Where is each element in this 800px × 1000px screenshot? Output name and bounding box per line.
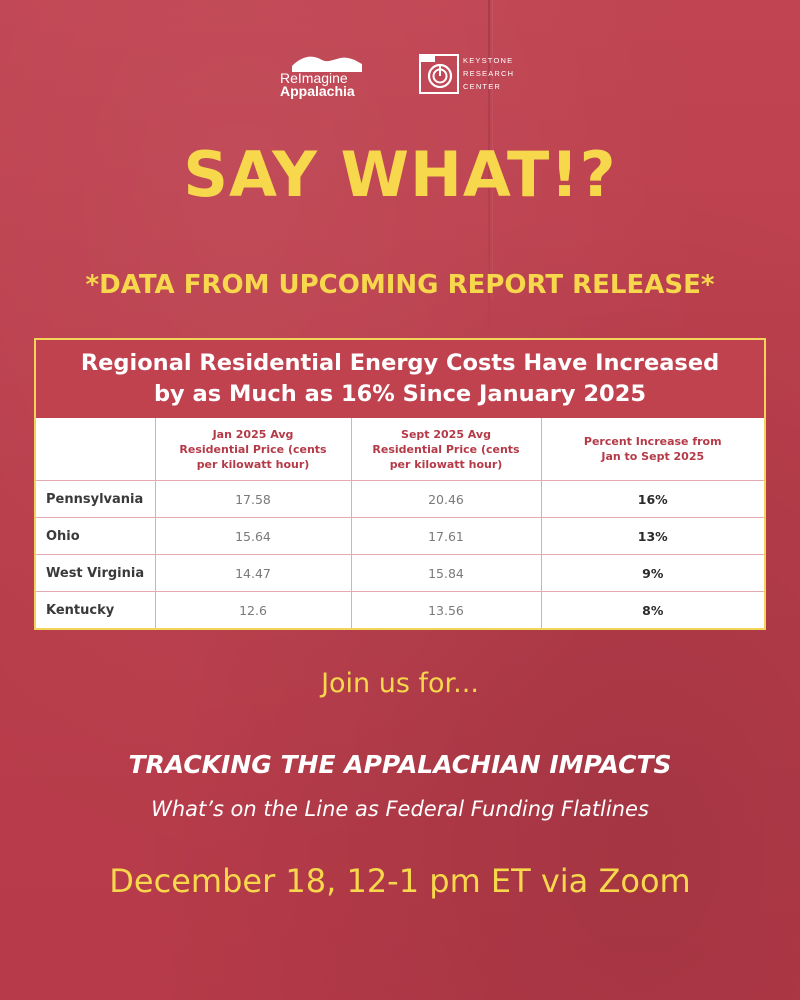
event-title: TRACKING THE APPALACHIAN IMPACTS [128, 750, 672, 779]
table-title: Regional Residential Energy Costs Have I… [36, 340, 764, 418]
keystone-logo-line1: KEYSTONE [463, 56, 514, 65]
energy-cost-table-card: Regional Residential Energy Costs Have I… [34, 338, 766, 630]
percent-increase-cell: 8% [540, 591, 764, 628]
table-header-row: Jan 2025 Avg Residential Price (cents pe… [36, 418, 764, 481]
state-cell: Pennsylvania [36, 480, 156, 518]
sept-price-cell: 20.46 [350, 480, 542, 518]
table-row: Pennsylvania 17.58 20.46 16% [36, 480, 764, 518]
jan-price-cell: 15.64 [154, 517, 352, 555]
sept-price-cell: 13.56 [350, 591, 542, 628]
header-state [36, 418, 156, 481]
state-cell: West Virginia [36, 554, 156, 592]
headline: SAY WHAT!? [183, 138, 617, 211]
paper-crease-highlight [492, 0, 493, 300]
event-subtitle: What’s on the Line as Federal Funding Fl… [151, 797, 649, 821]
join-us-text: Join us for... [321, 668, 479, 699]
header-sept-line1: Sept 2025 Avg [401, 427, 491, 441]
header-pct-line1: Percent Increase from [583, 435, 722, 448]
table-row: West Virginia 14.47 15.84 9% [36, 554, 764, 592]
jan-price-cell: 17.58 [154, 480, 352, 518]
keystone-mark-icon [419, 54, 459, 94]
percent-increase-cell: 9% [540, 554, 764, 592]
header-jan-line2: Residential Price (cents [179, 442, 327, 456]
keystone-logo-line3: CENTER [463, 82, 502, 91]
reimagine-appalachia-logo: ReImagine Appalachia [278, 52, 370, 100]
reimagine-logo-line1: ReImagine [280, 70, 348, 86]
sept-price-cell: 17.61 [350, 517, 542, 555]
table-title-line1: Regional Residential Energy Costs Have I… [80, 350, 720, 376]
jan-price-cell: 12.6 [154, 591, 352, 628]
header-pct: Percent Increase from Jan to Sept 2025 [540, 418, 764, 481]
jan-price-cell: 14.47 [154, 554, 352, 592]
header-jan-line1: Jan 2025 Avg [212, 427, 294, 441]
mountain-wave-icon [292, 56, 362, 72]
sept-price-cell: 15.84 [350, 554, 542, 592]
paper-crease [488, 0, 490, 330]
table-title-line2: by as Much as 16% Since January 2025 [153, 381, 647, 407]
reimagine-logo-line2: Appalachia [280, 83, 355, 99]
table-row: Kentucky 12.6 13.56 8% [36, 591, 764, 628]
subheadline: *DATA FROM UPCOMING REPORT RELEASE* [85, 270, 715, 300]
header-sept-line2: Residential Price (cents [372, 442, 520, 456]
keystone-research-center-logo: KEYSTONE RESEARCH CENTER [419, 54, 519, 96]
header-sept: Sept 2025 Avg Residential Price (cents p… [350, 418, 542, 481]
table-row: Ohio 15.64 17.61 13% [36, 517, 764, 555]
header-jan-line3: per kilowatt hour) [196, 457, 310, 471]
header-pct-line2: Jan to Sept 2025 [601, 450, 705, 463]
energy-cost-table: Jan 2025 Avg Residential Price (cents pe… [36, 418, 764, 628]
keystone-logo-line2: RESEARCH [463, 69, 515, 78]
state-cell: Ohio [36, 517, 156, 555]
header-jan: Jan 2025 Avg Residential Price (cents pe… [154, 418, 352, 481]
event-datetime: December 18, 12-1 pm ET via Zoom [109, 862, 691, 900]
header-sept-line3: per kilowatt hour) [389, 457, 503, 471]
percent-increase-cell: 13% [540, 517, 764, 555]
state-cell: Kentucky [36, 591, 156, 628]
percent-increase-cell: 16% [540, 480, 764, 518]
